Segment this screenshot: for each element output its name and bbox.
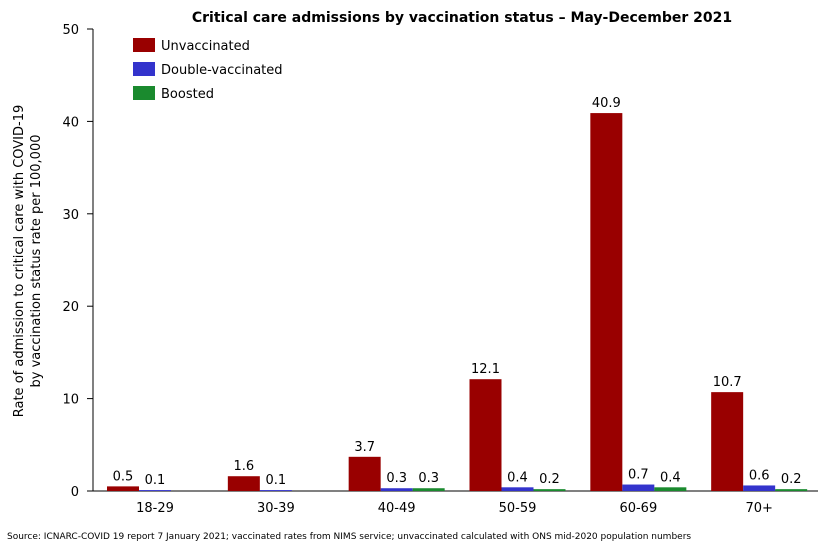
bar-double-vaccinated: [743, 485, 776, 491]
y-axis-label-line2: by vaccination status rate per 100,000: [29, 135, 44, 388]
legend-swatch: [133, 38, 155, 52]
x-tick-label: 60-69: [619, 501, 657, 516]
data-label: 1.6: [233, 459, 254, 474]
legend-swatch: [133, 86, 155, 100]
legend-label: Boosted: [161, 87, 214, 102]
data-label: 3.7: [354, 440, 375, 455]
legend-label: Double-vaccinated: [161, 63, 283, 78]
bars: [107, 113, 808, 492]
data-label: 0.7: [628, 468, 649, 483]
bar-double-vaccinated: [622, 484, 655, 491]
data-label: 0.4: [507, 470, 528, 485]
chart-title: Critical care admissions by vaccination …: [192, 10, 732, 26]
y-tick-label: 50: [62, 23, 79, 38]
data-label: 0.5: [113, 469, 134, 484]
bar-unvaccinated: [711, 392, 744, 491]
legend: Unvaccinated Double-vaccinated Boosted: [133, 38, 283, 102]
data-label: 0.2: [781, 472, 802, 487]
bar-double-vaccinated: [259, 490, 292, 491]
bar-boosted: [654, 487, 687, 491]
x-tick-label: 40-49: [378, 501, 416, 516]
data-label: 0.2: [539, 472, 560, 487]
bar-boosted: [533, 489, 566, 491]
legend-swatch: [133, 62, 155, 76]
data-label: 0.1: [265, 473, 286, 488]
bar-unvaccinated: [107, 486, 139, 491]
data-label: 0.3: [386, 471, 407, 486]
x-tick-label: 18-29: [136, 501, 174, 516]
data-label: 0.6: [749, 468, 770, 483]
y-tick-label: 10: [62, 393, 79, 408]
bar-double-vaccinated: [139, 490, 171, 491]
y-ticks: 0 10 20 30 40 50: [62, 23, 93, 500]
data-label: 12.1: [471, 362, 500, 377]
source-note: Source: ICNARC-COVID 19 report 7 January…: [7, 532, 691, 542]
data-label: 0.1: [145, 473, 166, 488]
y-tick-label: 20: [62, 300, 79, 315]
bar-unvaccinated: [590, 113, 623, 492]
x-ticks: 18-29 30-39 40-49 50-59 60-69 70+: [136, 501, 773, 516]
bar-unvaccinated: [348, 456, 381, 491]
data-label: 0.3: [418, 471, 439, 486]
y-axis-label: Rate of admission to critical care with …: [12, 105, 44, 418]
data-label: 40.9: [592, 96, 621, 111]
legend-label: Unvaccinated: [161, 39, 250, 54]
bar-double-vaccinated: [501, 487, 534, 491]
bar-double-vaccinated: [380, 488, 413, 491]
data-label: 0.4: [660, 470, 681, 485]
y-axis-label-line1: Rate of admission to critical care with …: [12, 105, 27, 418]
x-tick-label: 30-39: [257, 501, 295, 516]
bar-unvaccinated: [469, 379, 502, 491]
y-tick-label: 0: [71, 485, 79, 500]
bar-boosted: [412, 488, 445, 491]
bar-unvaccinated: [227, 476, 260, 491]
bar-boosted: [775, 489, 808, 491]
data-label: 10.7: [713, 375, 742, 390]
data-labels: 0.5 1.6 3.7 12.1 40.9 10.7 0.1 0.1 0.3 0.4 0.7 0.6 0…: [113, 96, 802, 488]
x-tick-label: 70+: [745, 501, 772, 516]
x-tick-label: 50-59: [499, 501, 537, 516]
y-tick-label: 30: [62, 208, 79, 223]
y-tick-label: 40: [62, 115, 79, 130]
